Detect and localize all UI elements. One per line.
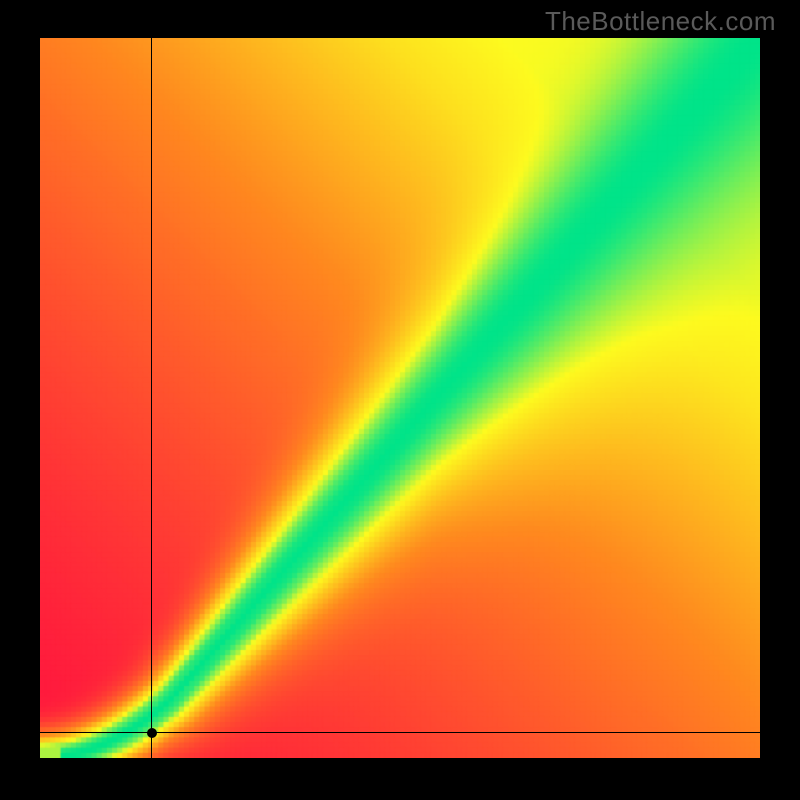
crosshair-marker (147, 728, 157, 738)
watermark-text: TheBottleneck.com (545, 6, 776, 37)
crosshair-vertical (151, 38, 152, 758)
heatmap-plot (40, 38, 760, 758)
chart-container: TheBottleneck.com (0, 0, 800, 800)
